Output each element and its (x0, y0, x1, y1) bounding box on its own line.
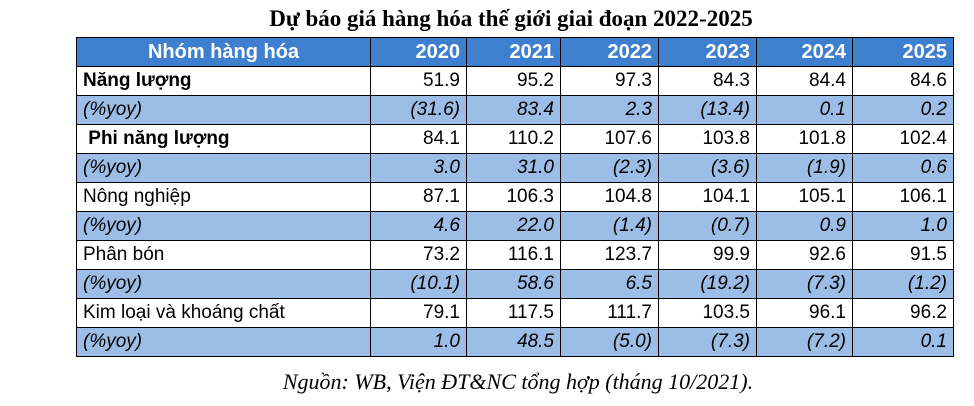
value-cell: 87.1 (370, 182, 467, 212)
value-cell: (31.6) (370, 95, 467, 125)
value-cell: (2.3) (560, 153, 659, 183)
value-cell: 0.6 (852, 153, 954, 183)
value-cell: 97.3 (560, 66, 659, 96)
header-cell: 2020 (370, 37, 467, 67)
value-cell: 22.0 (466, 211, 561, 241)
value-cell: 83.4 (466, 95, 561, 125)
value-cell: (10.1) (370, 269, 467, 299)
value-cell: 84.4 (756, 66, 853, 96)
row-label: Phân bón (76, 240, 371, 270)
row-label: (%yoy) (76, 211, 371, 241)
value-cell: 106.1 (852, 182, 954, 212)
row-label: Nông nghiệp (76, 182, 371, 212)
row-label: (%yoy) (76, 153, 371, 183)
value-cell: 31.0 (466, 153, 561, 183)
value-cell: (5.0) (560, 327, 659, 357)
value-cell: 110.2 (466, 124, 561, 154)
header-cell: 2022 (560, 37, 659, 67)
table-row: (%yoy) (10.1) 58.6 6.5 (19.2) (7.3) (1.2… (76, 269, 954, 299)
table-row: (%yoy) 1.0 48.5 (5.0) (7.3) (7.2) 0.1 (76, 327, 954, 357)
value-cell: 73.2 (370, 240, 467, 270)
row-label: Năng lượng (76, 66, 371, 96)
header-cell: 2021 (466, 37, 561, 67)
value-cell: 51.9 (370, 66, 467, 96)
value-cell: (19.2) (658, 269, 757, 299)
value-cell: 4.6 (370, 211, 467, 241)
value-cell: 103.5 (658, 298, 757, 328)
row-label: Kim loại và khoáng chất (76, 298, 371, 328)
table-row: Kim loại và khoáng chất 79.1 117.5 111.7… (76, 298, 954, 328)
header-cell: 2025 (852, 37, 954, 67)
value-cell: 0.9 (756, 211, 853, 241)
value-cell: 99.9 (658, 240, 757, 270)
value-cell: 92.6 (756, 240, 853, 270)
value-cell: 84.1 (370, 124, 467, 154)
value-cell: (3.6) (658, 153, 757, 183)
value-cell: 104.8 (560, 182, 659, 212)
value-cell: 123.7 (560, 240, 659, 270)
value-cell: 0.1 (756, 95, 853, 125)
row-label: (%yoy) (76, 327, 371, 357)
row-label: Phi năng lượng (76, 124, 371, 154)
value-cell: 84.3 (658, 66, 757, 96)
value-cell: 58.6 (466, 269, 561, 299)
value-cell: 96.2 (852, 298, 954, 328)
value-cell: 105.1 (756, 182, 853, 212)
table-row: Năng lượng 51.9 95.2 97.3 84.3 84.4 84.6 (76, 66, 954, 96)
value-cell: 101.8 (756, 124, 853, 154)
header-cell: 2023 (658, 37, 757, 67)
value-cell: 2.3 (560, 95, 659, 125)
value-cell: 102.4 (852, 124, 954, 154)
value-cell: 106.3 (466, 182, 561, 212)
header-cell: Nhóm hàng hóa (76, 37, 371, 67)
row-label: (%yoy) (76, 95, 371, 125)
table-title: Dự báo giá hàng hóa thế giới giai đoạn 2… (269, 6, 753, 31)
value-cell: 117.5 (466, 298, 561, 328)
table-row: (%yoy) (31.6) 83.4 2.3 (13.4) 0.1 0.2 (76, 95, 954, 125)
value-cell: 0.2 (852, 95, 954, 125)
value-cell: (7.3) (658, 327, 757, 357)
value-cell: (13.4) (658, 95, 757, 125)
value-cell: (1.9) (756, 153, 853, 183)
value-cell: 111.7 (560, 298, 659, 328)
value-cell: 1.0 (370, 327, 467, 357)
value-cell: 91.5 (852, 240, 954, 270)
table-row: Nông nghiệp 87.1 106.3 104.8 104.1 105.1… (76, 182, 954, 212)
value-cell: 96.1 (756, 298, 853, 328)
value-cell: 3.0 (370, 153, 467, 183)
value-cell: 104.1 (658, 182, 757, 212)
header-row: Nhóm hàng hóa 2020 2021 2022 2023 2024 2… (76, 37, 954, 67)
value-cell: 0.1 (852, 327, 954, 357)
value-cell: (7.2) (756, 327, 853, 357)
value-cell: 84.6 (852, 66, 954, 96)
value-cell: 6.5 (560, 269, 659, 299)
value-cell: 79.1 (370, 298, 467, 328)
value-cell: 107.6 (560, 124, 659, 154)
value-cell: 103.8 (658, 124, 757, 154)
value-cell: 48.5 (466, 327, 561, 357)
value-cell: (7.3) (756, 269, 853, 299)
source-note: Nguồn: WB, Viện ĐT&NC tổng hợp (tháng 10… (282, 369, 754, 394)
value-cell: (1.4) (560, 211, 659, 241)
value-cell: (0.7) (658, 211, 757, 241)
table-row: (%yoy) 3.0 31.0 (2.3) (3.6) (1.9) 0.6 (76, 153, 954, 183)
value-cell: 1.0 (852, 211, 954, 241)
row-label: (%yoy) (76, 269, 371, 299)
value-cell: (1.2) (852, 269, 954, 299)
table-row: Phi năng lượng 84.1 110.2 107.6 103.8 10… (76, 124, 954, 154)
value-cell: 95.2 (466, 66, 561, 96)
table-row: (%yoy) 4.6 22.0 (1.4) (0.7) 0.9 1.0 (76, 211, 954, 241)
header-cell: 2024 (756, 37, 853, 67)
commodity-price-table: Nhóm hàng hóa 2020 2021 2022 2023 2024 2… (76, 37, 954, 357)
table-row: Phân bón 73.2 116.1 123.7 99.9 92.6 91.5 (76, 240, 954, 270)
value-cell: 116.1 (466, 240, 561, 270)
